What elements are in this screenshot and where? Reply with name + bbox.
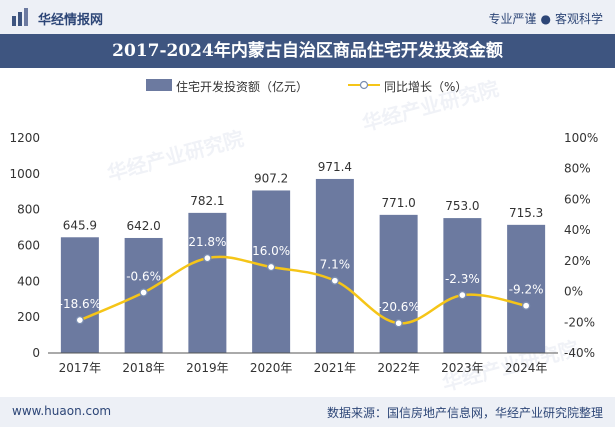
huaon-logo-icon [12,8,28,26]
bar-value-label: 907.2 [254,171,288,185]
growth-value-label: -20.6% [377,300,419,314]
bar [60,237,99,353]
y-left-tick-label: 200 [17,310,40,324]
growth-line [79,255,527,325]
y-right-tick-label: 20% [564,254,591,268]
growth-point [139,288,148,297]
chart-legend: 住宅开发投资额（亿元） 同比增长（%） [0,76,615,96]
growth-value-label: -0.6% [126,269,161,283]
y-right-tick-label: 0% [564,285,583,299]
bar-value-label: 782.1 [190,194,224,208]
growth-point [458,290,467,300]
x-tick-label: 2022年 [377,361,420,375]
y-left-tick-label: 1000 [9,167,40,181]
chart-svg: 645.9 642.0 782.1 907.2 971.4 771.0 753.0 715.3… [9,131,598,375]
growth-value-label: -18.6% [59,297,101,311]
bar [507,224,546,353]
y-left-tick-label: 600 [17,239,40,253]
bar [315,178,354,353]
brand-name: 华经情报网 [38,13,104,28]
y-right-tick-label: 100% [564,131,598,145]
bar-value-label: 771.0 [381,196,415,210]
growth-point [203,253,212,263]
x-tick-label: 2018年 [122,361,165,375]
bar-value-label: 642.0 [126,219,160,233]
y-left-tick-label: 1200 [9,131,40,145]
growth-point [330,276,340,285]
x-tick-label: 2021年 [314,361,357,375]
y-left-tick-label: 400 [17,274,40,288]
bar [252,190,291,353]
footer-source: 数据来源：国信房地产信息网，华经产业研究院整理 [326,406,603,420]
x-tick-label: 2019年 [186,361,229,375]
legend-bar-swatch [146,79,172,91]
bar-value-label: 645.9 [63,218,97,232]
footer-site-link[interactable]: www.huaon.com [12,404,112,418]
y-right-tick-label: 60% [564,192,591,206]
growth-point [266,262,276,272]
bar [443,218,482,353]
bar-value-label: 753.0 [445,199,479,213]
legend-bar-label: 住宅开发投资额（亿元） [176,80,309,94]
x-tick-label: 2023年 [441,361,484,375]
tagline: 专业严谨 ● 客观科学 [488,10,603,27]
bar-value-label: 971.4 [318,160,352,174]
bars-layer: 645.9 642.0 782.1 907.2 971.4 771.0 753.0 715.3 [60,160,546,353]
y-left-tick-label: 800 [17,203,40,217]
growth-point [521,301,531,310]
y-right-tick-label: -40% [564,346,595,360]
y-right-tick-label: -20% [564,315,595,329]
axes-layer: 0 200 400 600 800 1000 1200 -40% -20% 0% 20% 40% 60%… [9,131,598,375]
tagline-left: 专业严谨 [488,12,537,26]
bar-value-label: 715.3 [509,206,543,220]
bar [379,214,418,353]
growth-point [394,319,403,328]
growth-value-label: 21.8% [188,235,226,249]
growth-value-label: 16.0% [252,244,290,258]
growth-value-label: -2.3% [445,272,480,286]
chart-title: 2017-2024年内蒙古自治区商品住宅开发投资金额 [112,41,503,61]
x-tick-label: 2017年 [59,361,102,375]
footer-bar: www.huaon.com 数据来源：国信房地产信息网，华经产业研究院整理 [0,397,615,427]
header-bar: 华经情报网 专业严谨 ● 客观科学 [0,0,615,34]
legend-line-swatch [348,80,380,90]
x-tick-label: 2024年 [505,361,548,375]
y-right-tick-label: 80% [564,162,591,176]
x-tick-label: 2020年 [250,361,293,375]
tagline-right: 客观科学 [554,12,603,26]
y-left-tick-label: 0 [32,346,40,360]
growth-value-label: -9.2% [509,283,544,297]
bar [188,212,227,353]
y-right-tick-label: 40% [564,223,591,237]
growth-value-label: 7.1% [320,258,351,272]
tagline-separator: ● [540,12,551,26]
growth-point [75,315,85,325]
legend-line-label: 同比增长（%） [384,80,468,94]
line-layer: -18.6% -0.6% 21.8% 16.0% 7.1% -20.6% -2.3% -9.2… [59,235,544,328]
title-bar: 2017-2024年内蒙古自治区商品住宅开发投资金额 [0,34,615,68]
